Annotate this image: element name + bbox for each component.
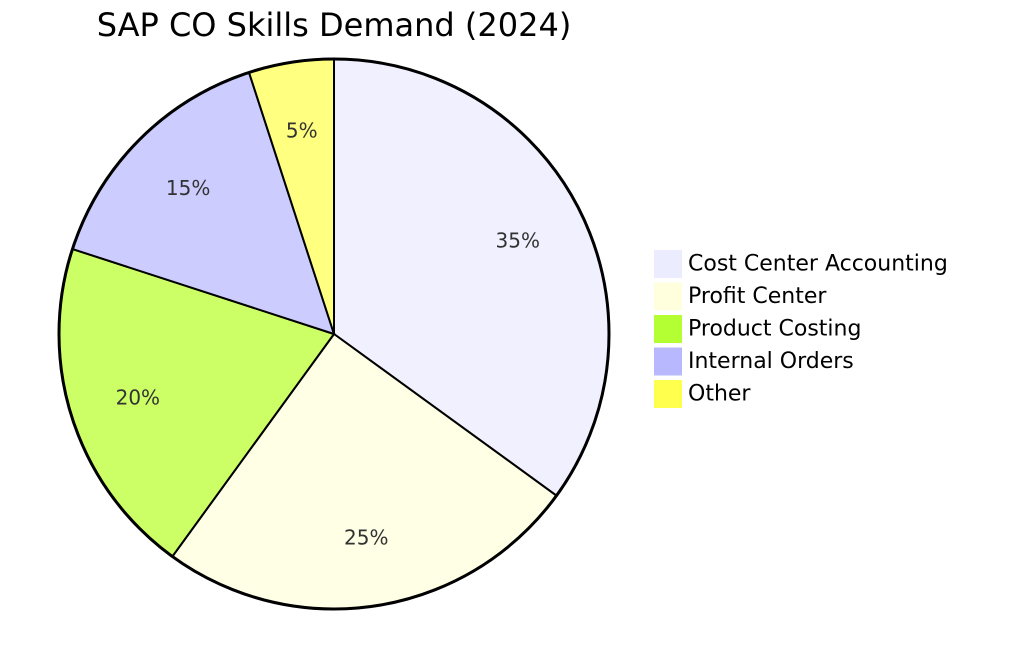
legend-swatch bbox=[654, 250, 682, 278]
legend-swatch bbox=[654, 282, 682, 311]
slice-data-label: 25% bbox=[344, 526, 388, 550]
legend-swatch bbox=[654, 315, 682, 343]
pie-slices bbox=[58, 57, 610, 610]
slice-labels: 35% 25% 20% 15% 5% bbox=[116, 118, 540, 549]
legend-label: Product Costing bbox=[688, 317, 861, 342]
pie-outline bbox=[57, 57, 611, 611]
legend-label: Cost Center Accounting bbox=[688, 252, 948, 277]
slice-data-label: 5% bbox=[286, 118, 318, 142]
legend-swatch bbox=[654, 380, 682, 408]
legend-label: Profit Center bbox=[688, 284, 827, 309]
slice-data-label: 35% bbox=[496, 228, 540, 252]
legend: Cost Center Accounting Profit Center Produ… bbox=[654, 250, 948, 408]
legend-item: Cost Center Accounting bbox=[654, 250, 948, 278]
legend-item: Other bbox=[654, 380, 751, 408]
legend-item: Profit Center bbox=[654, 282, 827, 311]
slice-data-label: 20% bbox=[116, 386, 160, 410]
chart-title: SAP CO Skills Demand (2024) bbox=[97, 6, 572, 44]
legend-label: Internal Orders bbox=[688, 349, 854, 374]
legend-label: Other bbox=[688, 382, 751, 407]
legend-item: Product Costing bbox=[654, 315, 861, 343]
slice-data-label: 15% bbox=[166, 176, 210, 200]
legend-item: Internal Orders bbox=[654, 347, 854, 376]
legend-swatch bbox=[654, 347, 682, 376]
